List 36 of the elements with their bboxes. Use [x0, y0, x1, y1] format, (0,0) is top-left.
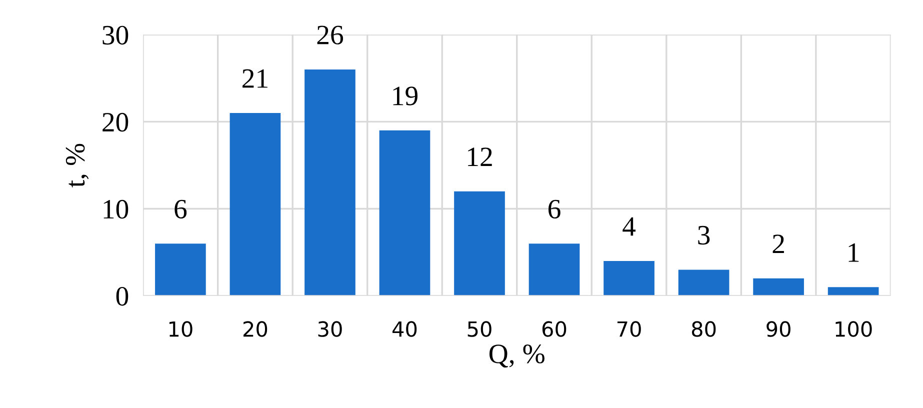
bar	[678, 270, 730, 296]
bar	[753, 278, 804, 296]
bar	[454, 191, 505, 296]
y-axis-title: t, %	[66, 144, 89, 188]
data-label: 4	[622, 217, 636, 236]
data-label: 3	[698, 226, 710, 245]
bar	[604, 260, 654, 296]
x-tick-label: 40	[392, 321, 417, 337]
y-tick-label: 20	[102, 112, 128, 132]
x-tick-label: 50	[468, 321, 492, 337]
x-tick-label: 20	[243, 321, 268, 337]
bar	[528, 244, 580, 296]
x-tick-label: 30	[318, 321, 342, 337]
data-label: 19	[393, 86, 418, 106]
data-label: 1	[848, 243, 859, 262]
x-axis-title: Q, %	[489, 344, 544, 368]
y-tick-label: 0	[116, 286, 128, 306]
y-tick-label: 10	[104, 200, 128, 219]
bar	[828, 287, 879, 296]
x-tick-label: 10	[169, 321, 192, 337]
data-label: 6	[174, 200, 187, 218]
data-label: 12	[468, 148, 492, 166]
x-tick-label: 90	[766, 321, 790, 337]
x-tick-label: 100	[836, 321, 872, 337]
x-tick-label: 60	[542, 321, 566, 337]
y-tick-label: 30	[102, 26, 128, 45]
bar	[155, 244, 206, 296]
x-tick-label: 70	[617, 321, 641, 337]
bar	[304, 69, 356, 296]
data-label: 2	[772, 234, 784, 254]
data-label: 21	[242, 69, 268, 88]
bar	[379, 130, 430, 296]
data-label: 26	[317, 26, 344, 44]
data-label: 6	[548, 200, 560, 218]
bar	[230, 113, 281, 296]
x-tick-label: 80	[692, 321, 716, 337]
